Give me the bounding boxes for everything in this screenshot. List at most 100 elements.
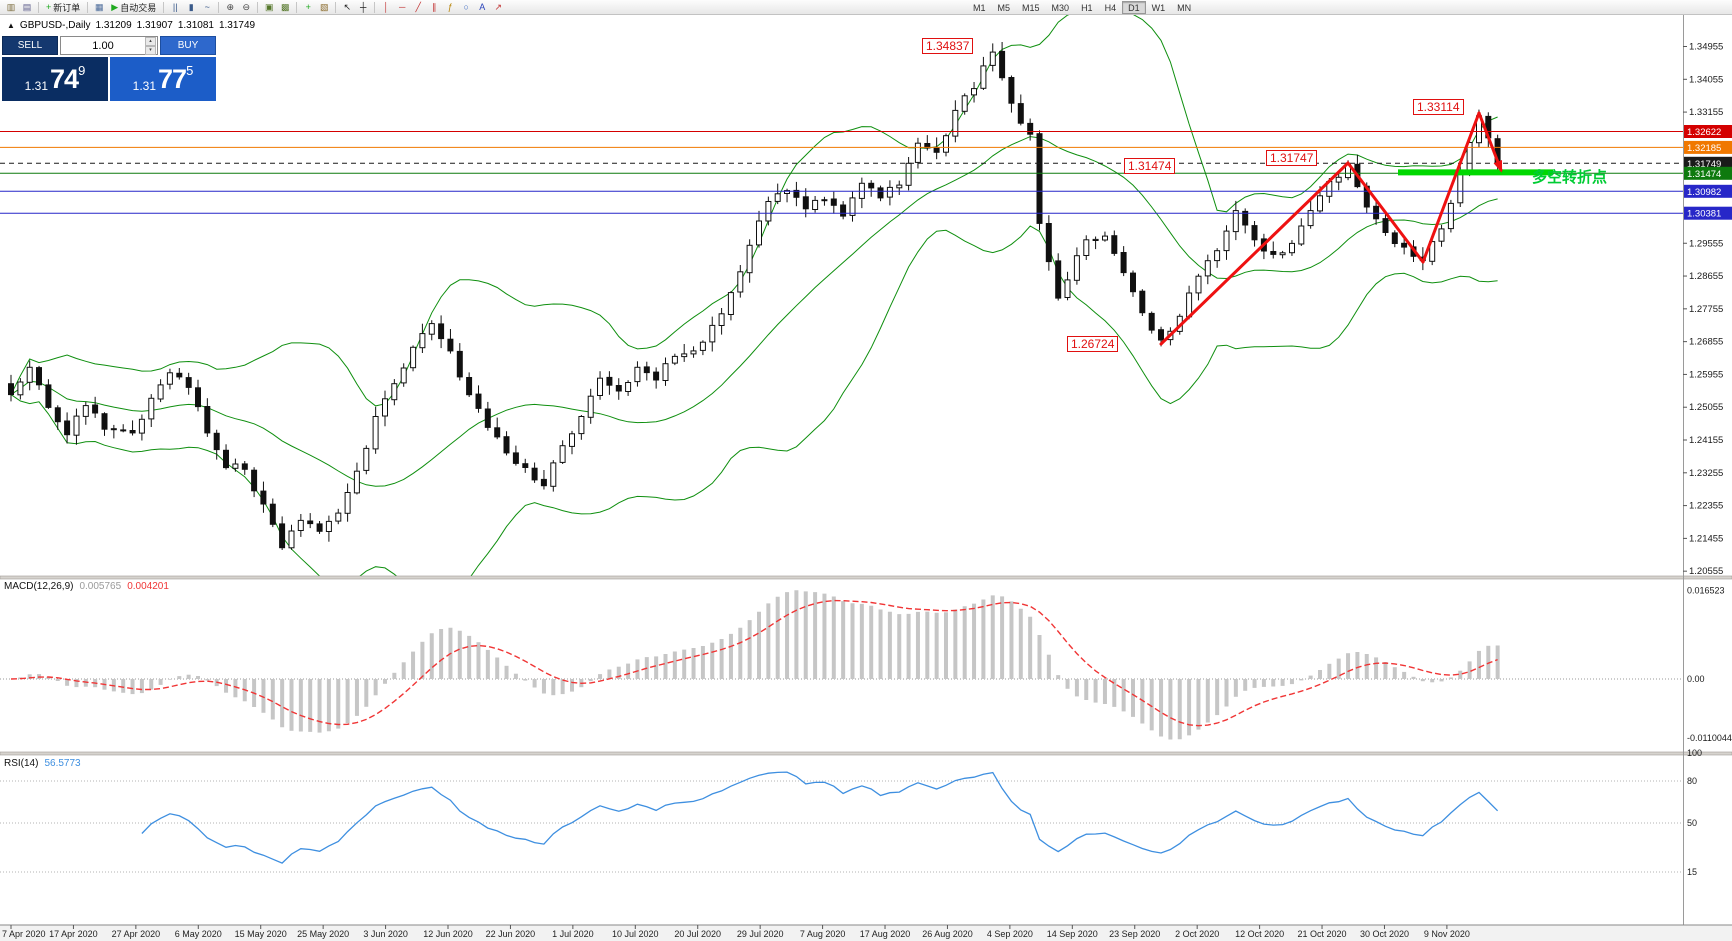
svg-text:1.30982: 1.30982 (1687, 187, 1721, 198)
charts-layout-icon[interactable]: ▦ (91, 1, 107, 14)
timeframe-button-w1[interactable]: W1 (1151, 3, 1166, 13)
price-tag (1684, 156, 1732, 170)
rsi-pane[interactable] (0, 771, 1683, 873)
trend-line[interactable] (1159, 161, 1350, 346)
crosshair-icon[interactable]: ┼ (355, 1, 371, 14)
timeframe-button-h4[interactable]: H4 (1104, 3, 1117, 13)
cursor-icon[interactable]: ↖ (339, 1, 355, 14)
price-callout[interactable]: 1.34837 (922, 38, 974, 54)
svg-text:7 Apr 2020: 7 Apr 2020 (2, 929, 46, 939)
svg-text:1.21455: 1.21455 (1689, 533, 1723, 544)
svg-text:0.00: 0.00 (1687, 674, 1705, 684)
svg-text:-0.0110044: -0.0110044 (1687, 733, 1732, 743)
price-tag (1684, 206, 1732, 220)
time-scale: 7 Apr 2020 17 Apr 2020 27 Apr 2020 6 May 20… (2, 925, 1470, 939)
candlestick-chart-icon[interactable]: ▮ (183, 1, 199, 14)
svg-text:1.34055: 1.34055 (1689, 74, 1723, 85)
new-order-button-label: 新订单 (53, 2, 81, 13)
new-order-button[interactable]: + 新订单 (42, 1, 84, 14)
tile-windows-icon: ▣ (264, 1, 274, 12)
sell-price-big: 74 (50, 63, 79, 94)
turning-point-note[interactable]: 多空转折点 (1532, 169, 1608, 186)
vertical-line-icon[interactable]: │ (378, 1, 394, 14)
timeframe-button-m1[interactable]: M1 (973, 3, 986, 13)
arrow-object-icon: ↗ (494, 1, 502, 12)
svg-text:80: 80 (1687, 776, 1697, 786)
chart-profiles-icon: ▤ (22, 1, 32, 12)
svg-text:15: 15 (1687, 867, 1697, 877)
zoom-in-icon[interactable]: ⊕ (222, 1, 238, 14)
templates-icon[interactable]: ▧ (316, 1, 332, 14)
volume-increase-icon[interactable]: ▴ (145, 37, 156, 46)
timeframe-button-mn[interactable]: MN (1177, 3, 1192, 13)
price-callout[interactable]: 1.31474 (1124, 158, 1176, 174)
toolbar-separator (374, 1, 376, 13)
line-chart-icon[interactable]: ~ (199, 1, 215, 14)
channel-icon[interactable]: ∥ (426, 1, 442, 14)
timeframe-button-d1[interactable]: D1 (1122, 1, 1146, 14)
main-price-pane[interactable] (0, 10, 1683, 607)
svg-text:22 Jun 2020: 22 Jun 2020 (486, 929, 536, 939)
timeframe-button-m30[interactable]: M30 (1051, 3, 1070, 13)
price-callout[interactable]: 1.26724 (1067, 336, 1119, 352)
timeframe-button-h1[interactable]: H1 (1081, 3, 1093, 13)
svg-text:1.31749: 1.31749 (1687, 159, 1721, 170)
toolbar-separator (218, 1, 220, 13)
chart-profiles-icon[interactable]: ▤ (19, 1, 35, 14)
pane-separator[interactable] (0, 575, 1732, 580)
autotrading-button[interactable]: ▶ 自动交易 (107, 1, 160, 14)
svg-text:9 Nov 2020: 9 Nov 2020 (1424, 929, 1470, 939)
svg-text:17 Aug 2020: 17 Aug 2020 (860, 929, 911, 939)
volume-spinner: ▴ ▾ (145, 37, 156, 55)
timeframe-button-m15[interactable]: M15 (1022, 3, 1040, 13)
arrow-object-icon[interactable]: ↗ (490, 1, 506, 14)
chart-symbol-label: GBPUSD-,Daily (19, 20, 91, 31)
time-scale-strip[interactable] (0, 925, 1732, 941)
main-toolbar: ▥ ▤ + 新订单 ▦ ▶ 自动交易 || ▮ ~ ⊕ ⊖ ▣ ▩ + ▧ ↖ ┼ │ ─ ╱ ∥ ƒ ○ A ↗ M1 M5 M15 M… (0, 0, 1732, 15)
sell-price-button[interactable]: 1.31 74 9 (2, 57, 108, 101)
candlesticks-layer (8, 42, 1501, 550)
svg-text:12 Jun 2020: 12 Jun 2020 (423, 929, 473, 939)
trend-line[interactable] (1346, 161, 1425, 264)
trendline-icon: ╱ (415, 1, 421, 12)
timeframe-toolbar: M1 M5 M15 M30 H1 H4 D1 W1 MN (967, 1, 1197, 14)
bar-chart-icon[interactable]: || (167, 1, 183, 14)
trendline-icon[interactable]: ╱ (410, 1, 426, 14)
buy-button[interactable]: BUY (160, 36, 216, 55)
svg-text:1.23255: 1.23255 (1689, 468, 1723, 479)
price-callout[interactable]: 1.31747 (1266, 150, 1318, 166)
cascade-windows-icon[interactable]: ▩ (277, 1, 293, 14)
tile-windows-icon[interactable]: ▣ (261, 1, 277, 14)
line-chart-icon: ~ (204, 2, 210, 12)
svg-text:1.31474: 1.31474 (1687, 169, 1721, 180)
pane-separator[interactable] (0, 751, 1732, 756)
text-label-icon[interactable]: A (474, 1, 490, 14)
sell-button[interactable]: SELL (2, 36, 58, 55)
zoom-out-icon[interactable]: ⊖ (238, 1, 254, 14)
bar-chart-icon: || (172, 2, 178, 12)
shapes-icon[interactable]: ○ (458, 1, 474, 14)
chart-window-icon[interactable]: ▲ (7, 20, 15, 30)
volume-input[interactable]: 1.00 ▴ ▾ (60, 36, 158, 55)
svg-text:7 Aug 2020: 7 Aug 2020 (800, 929, 846, 939)
indicators-icon: + (305, 2, 311, 12)
price-scale: 1.34955 1.34055 1.33155 1.29555 1.28655 1.277… (1683, 42, 1732, 577)
timeframe-button-m5[interactable]: M5 (997, 3, 1011, 13)
fibonacci-icon[interactable]: ƒ (442, 1, 458, 14)
price-callout[interactable]: 1.33114 (1413, 99, 1464, 115)
crosshair-icon: ┼ (360, 2, 367, 12)
rsi-axis-labels: 100 80 50 15 (1687, 748, 1702, 877)
horizontal-line-icon[interactable]: ─ (394, 1, 410, 14)
new-chart-icon[interactable]: ▥ (3, 1, 19, 14)
svg-text:29 Jul 2020: 29 Jul 2020 (737, 929, 784, 939)
trend-line[interactable] (1421, 111, 1481, 264)
buy-price-button[interactable]: 1.31 77 5 (110, 57, 216, 101)
trend-line[interactable] (1477, 111, 1503, 172)
indicators-icon[interactable]: + (300, 1, 316, 14)
svg-text:25 May 2020: 25 May 2020 (297, 929, 349, 939)
macd-pane[interactable] (0, 590, 1683, 740)
volume-decrease-icon[interactable]: ▾ (145, 46, 156, 55)
